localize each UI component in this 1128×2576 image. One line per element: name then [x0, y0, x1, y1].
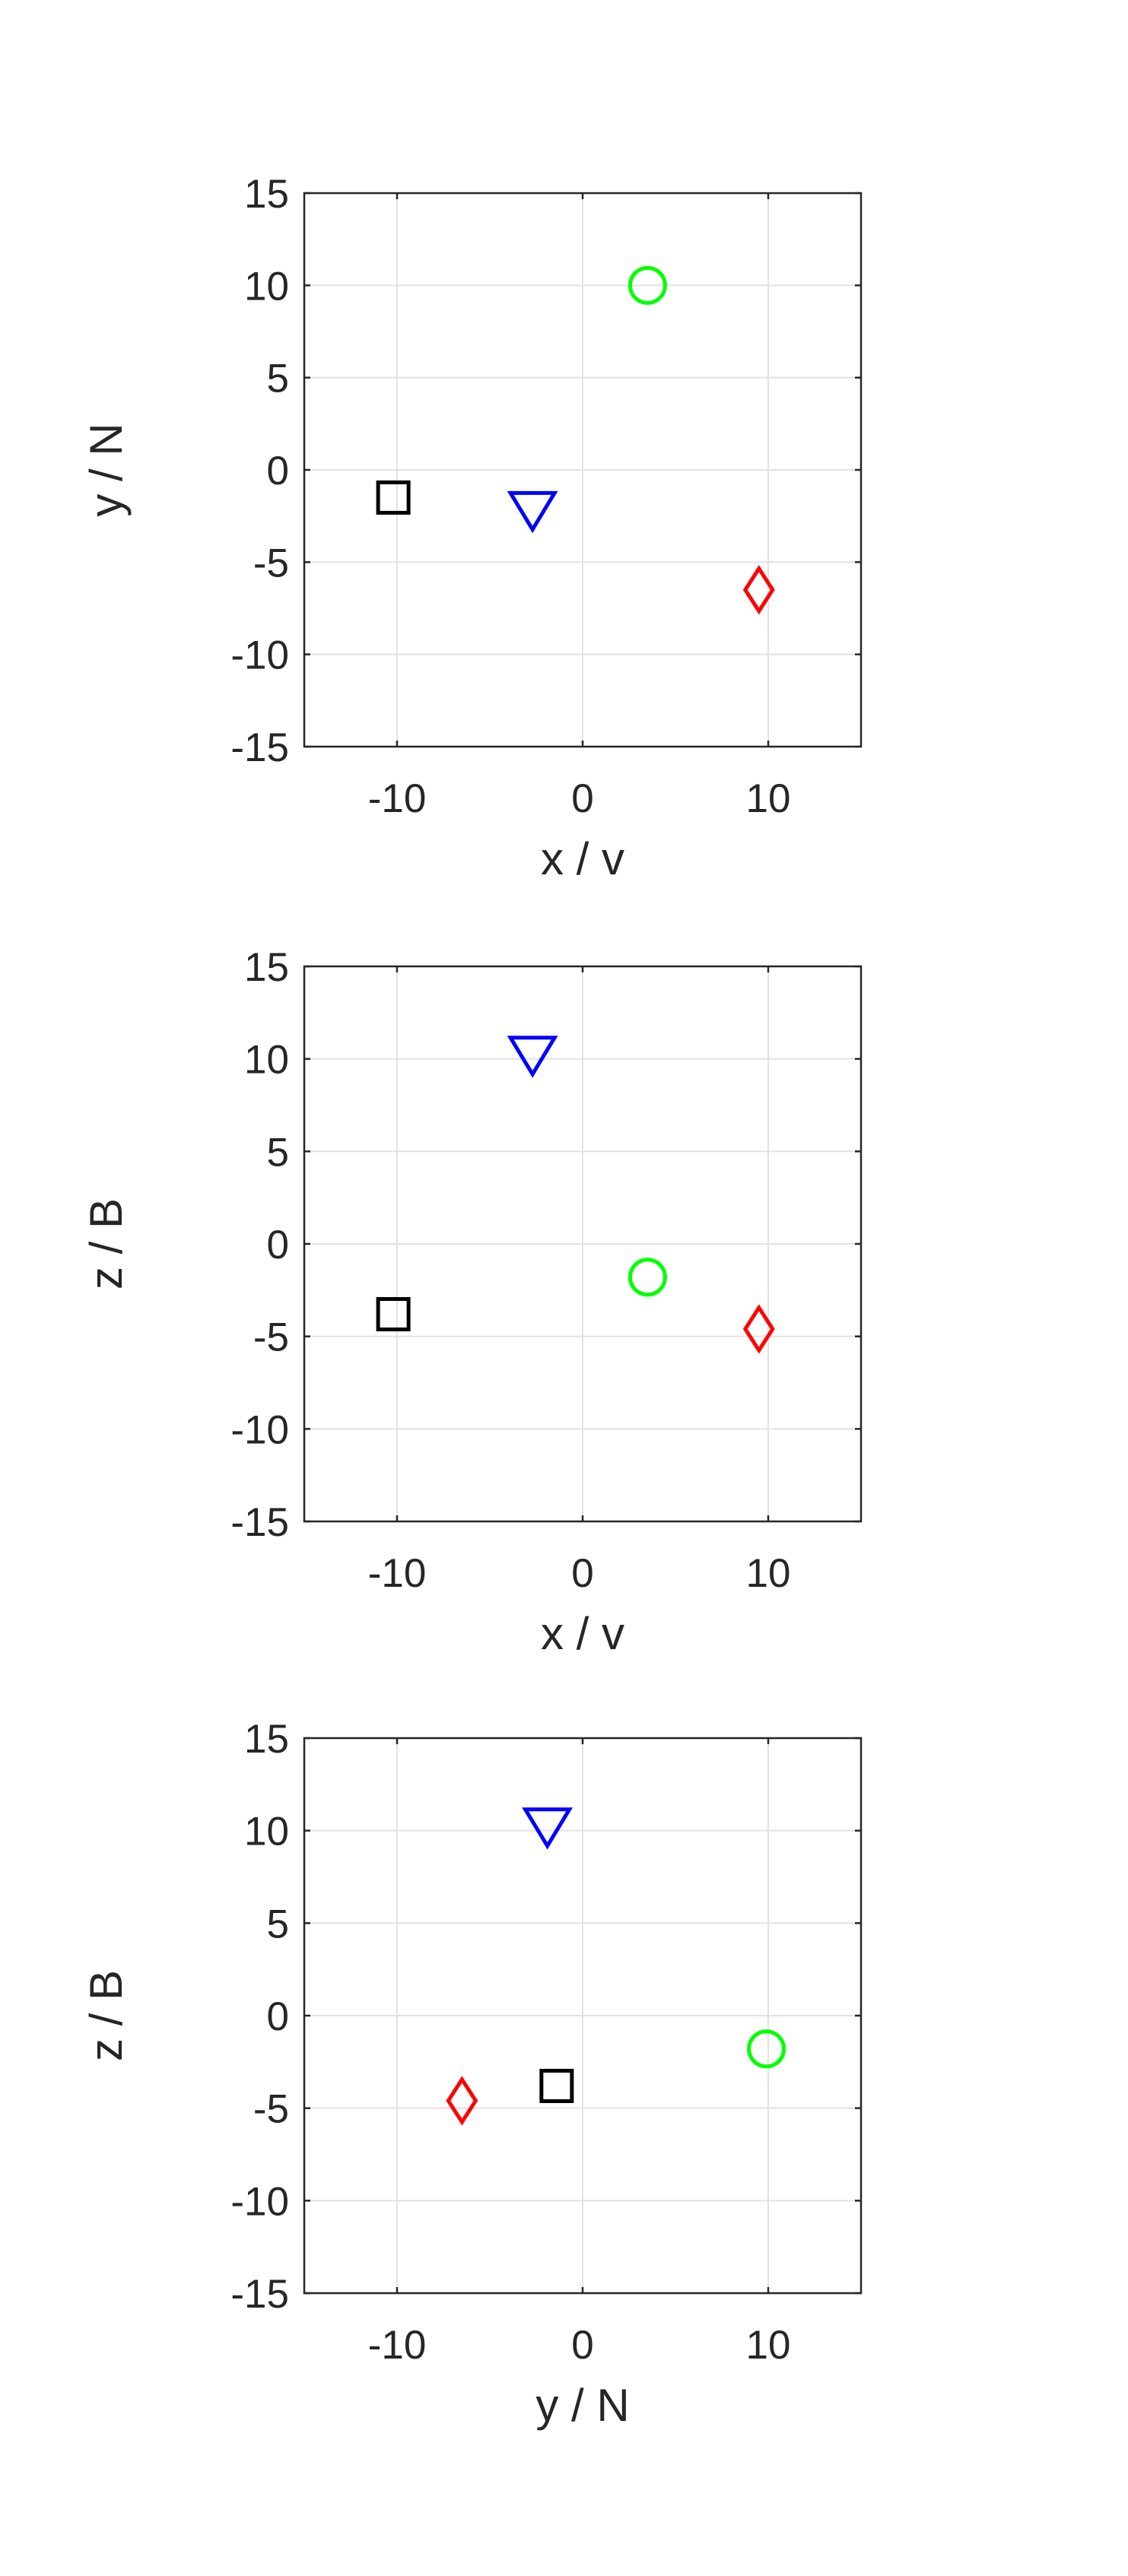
x-axis-label: x / v: [541, 833, 624, 884]
x-tick-label: 0: [571, 1551, 593, 1596]
y-tick-label: 10: [244, 1038, 289, 1083]
x-tick-label: 10: [746, 776, 791, 821]
x-tick-label: 10: [746, 2323, 791, 2368]
y-tick-label: 10: [244, 264, 289, 309]
data-point-square: [539, 2068, 574, 2103]
y-tick-label: 0: [267, 1994, 289, 2039]
y-tick-label: -5: [253, 541, 289, 585]
data-point-circle: [628, 1258, 667, 1297]
y-tick-label: 0: [267, 1223, 289, 1267]
x-tick-label: 0: [571, 2323, 593, 2368]
data-point-square: [376, 480, 411, 515]
data-point-circle: [628, 265, 667, 305]
data-point-diamond: [742, 1304, 775, 1354]
y-tick-label: 5: [267, 1130, 289, 1175]
y-tick-label: -15: [230, 1500, 289, 1545]
x-tick-label: 0: [571, 776, 593, 821]
chart-panel-3: -10 0 10 -15 -10 -5 0 5 10 15 y / N z / B: [81, 1717, 863, 2431]
y-tick-label: 15: [244, 1717, 289, 1762]
data-point-triangle-down: [522, 1807, 574, 1850]
data-point-triangle-down: [507, 490, 558, 534]
y-tick-label: -15: [230, 725, 289, 770]
y-axis-label: y / N: [81, 423, 132, 516]
y-tick-label: 0: [267, 449, 289, 493]
y-tick-label: 15: [244, 172, 289, 217]
x-tick-label: 10: [746, 1551, 791, 1596]
y-tick-label: -10: [230, 2179, 289, 2224]
y-axis-label: z / B: [81, 1970, 132, 2061]
y-tick-label: -5: [253, 2087, 289, 2132]
data-point-diamond: [446, 2076, 478, 2126]
x-axis-label: x / v: [541, 1608, 624, 1659]
y-tick-label: 10: [244, 1810, 289, 1854]
chart-panel-1: -10 0 10 -15 -10 -5 0 5 10 15 x / v y / N: [81, 172, 863, 884]
y-tick-label: -10: [230, 633, 289, 678]
x-tick-label: -10: [368, 776, 427, 821]
y-tick-label: -10: [230, 1407, 289, 1452]
chart-panel-2: -10 0 10 -15 -10 -5 0 5 10 15 x / v z / B: [81, 945, 863, 1659]
x-axis-label: y / N: [535, 2380, 629, 2431]
data-point-triangle-down: [507, 1036, 558, 1078]
y-tick-label: 5: [267, 357, 289, 401]
y-tick-label: 5: [267, 1902, 289, 1946]
y-axis-label: z / B: [81, 1198, 132, 1290]
data-point-diamond: [742, 565, 775, 615]
y-tick-label: -5: [253, 1315, 289, 1360]
data-point-circle: [747, 2029, 786, 2069]
x-tick-label: -10: [368, 2323, 427, 2368]
x-tick-label: -10: [368, 1551, 427, 1596]
data-point-square: [376, 1296, 411, 1331]
y-tick-label: 15: [244, 945, 289, 990]
y-tick-label: -15: [230, 2272, 289, 2317]
